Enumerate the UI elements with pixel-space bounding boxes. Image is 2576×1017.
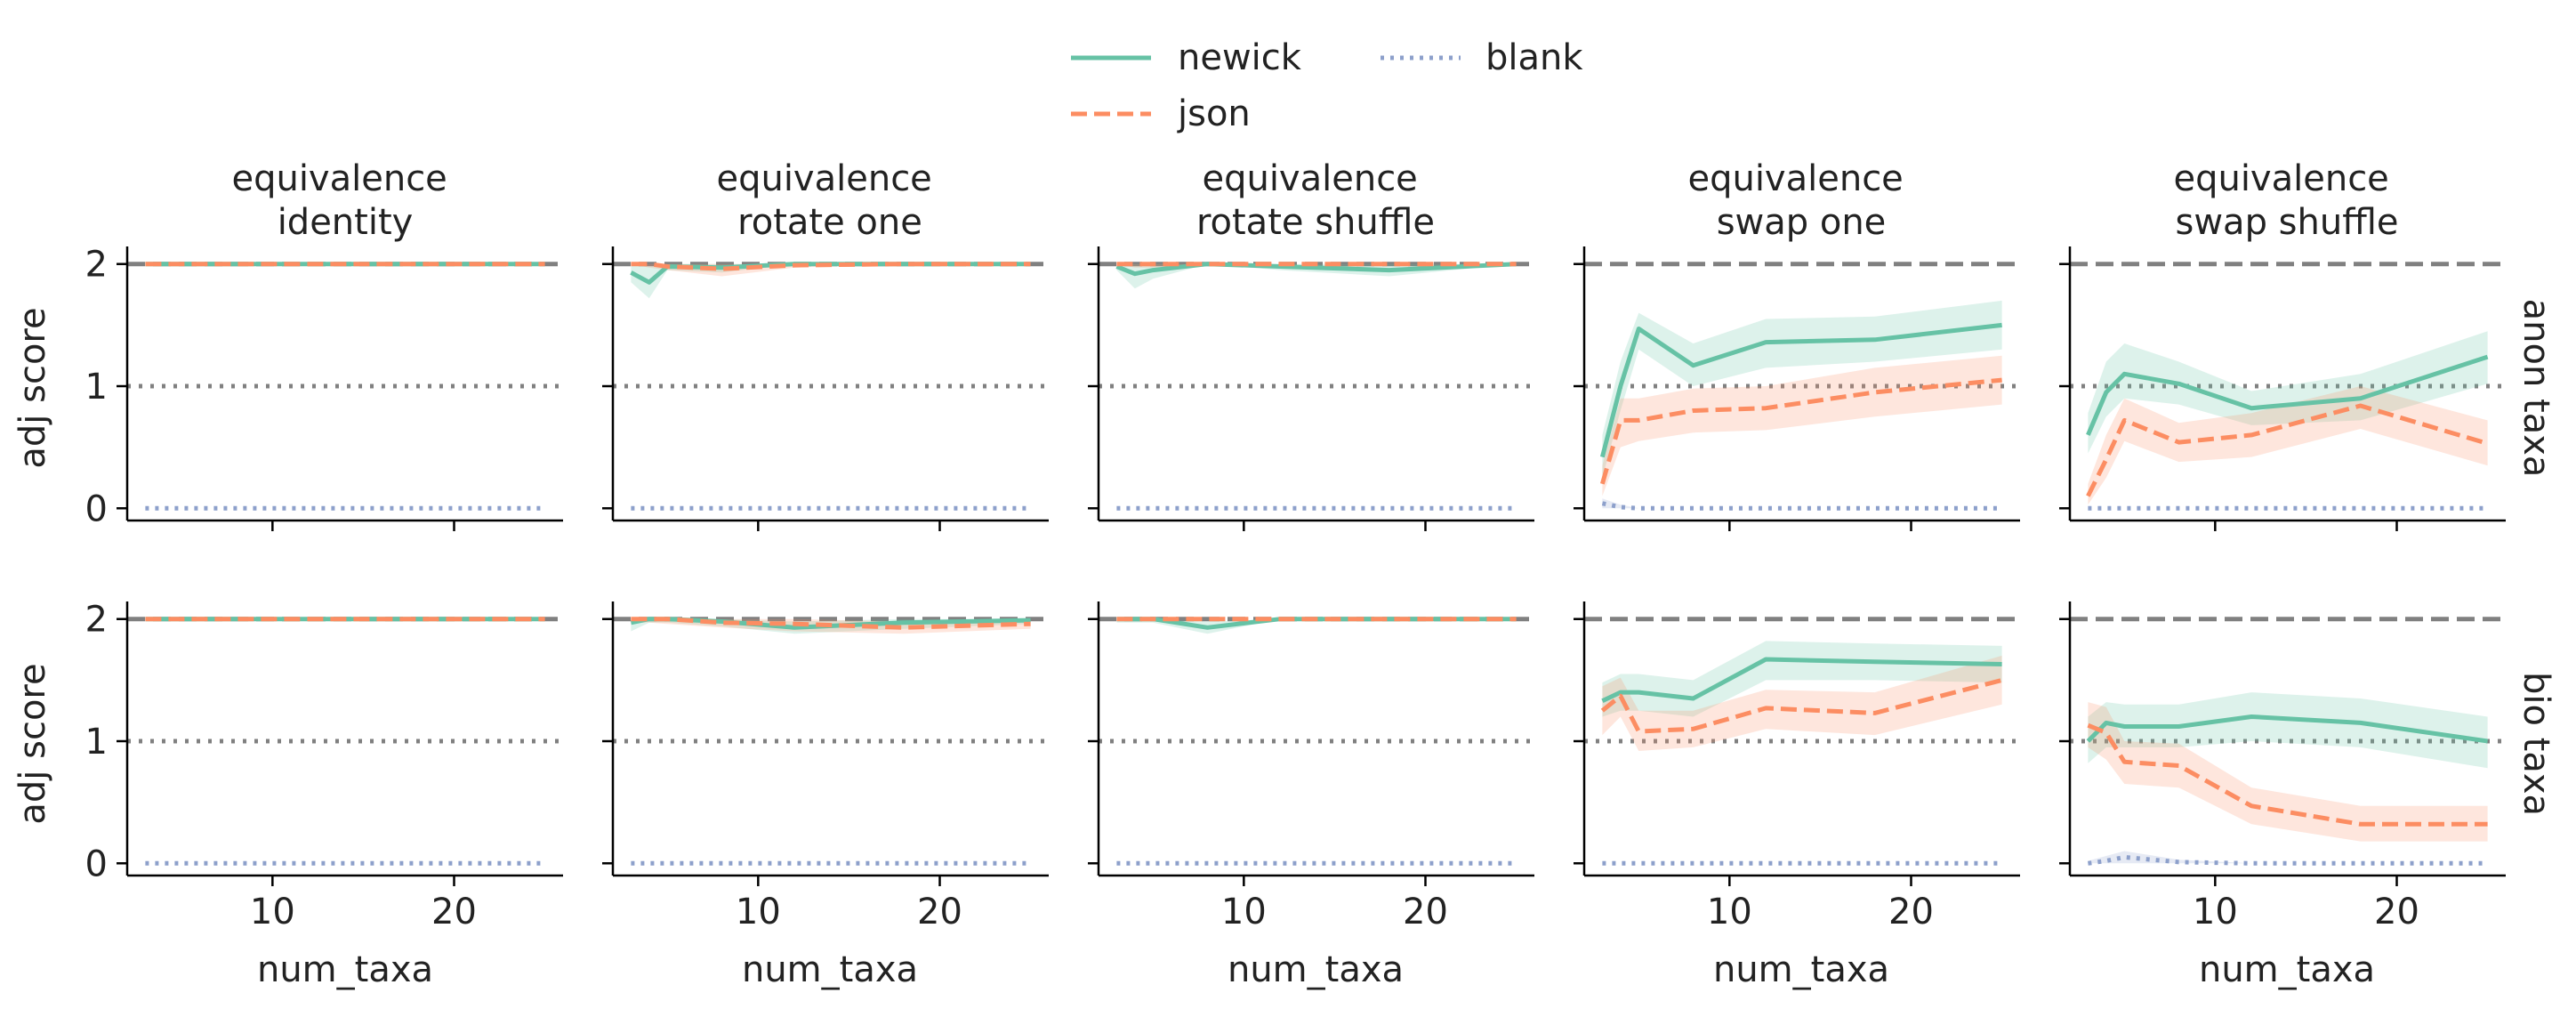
x-tick-label-20-r2c2: 20	[917, 892, 962, 932]
ci-band-newick-r2c3	[1116, 618, 1517, 634]
y-tick-label-1-r2c1: 1	[85, 722, 108, 763]
panel-r2c1: 0 1 2 10 20	[85, 600, 563, 932]
series-line-newick-r1c2	[630, 262, 1031, 285]
column-title-1-line2: identity	[278, 202, 414, 243]
panel-r1c2	[602, 246, 1049, 531]
row-label-bio-taxa-visible: bio taxa	[2516, 672, 2556, 816]
panel-r1c1: 0 1 2	[85, 245, 563, 531]
y-axis-label-row-1: adj score	[12, 307, 53, 468]
y-tick-label-1-r1c1: 1	[85, 367, 108, 408]
x-tick-label-20-r2c1: 20	[431, 892, 477, 932]
ci-band-newick-r1c5	[2088, 331, 2488, 454]
column-title-3-line1: equivalence	[1202, 158, 1417, 199]
column-title-4: equivalence swap one	[1687, 158, 1914, 243]
series-line-newick-r2c3	[1116, 617, 1517, 630]
y-tick-label-2-r1c1: 2	[85, 245, 108, 286]
panel-r1c4	[1574, 246, 2020, 531]
x-tick-label-10-r2c2: 10	[736, 892, 781, 932]
y-tick-label-0-r1c1: 0	[85, 488, 108, 529]
ci-band-newick-r1c4	[1602, 300, 2002, 478]
panel-r2c4: 10 20	[1574, 601, 2020, 932]
ci-band-json-r1c4	[1602, 355, 2002, 496]
column-title-5-line1: equivalence	[2173, 158, 2388, 199]
series-line-newick-r2c5	[2086, 714, 2488, 744]
series-line-blank-r1c4	[1601, 501, 2002, 511]
series-line-newick-r2c2	[630, 617, 1031, 630]
panel-r1c3	[1088, 246, 1534, 531]
column-title-2-line2: rotate one	[737, 202, 922, 243]
column-title-1: equivalence identity	[231, 158, 458, 243]
column-title-1-line1: equivalence	[231, 158, 447, 199]
x-axis-label-col-1: num_taxa	[257, 949, 433, 990]
x-axis-label-col-5: num_taxa	[2199, 949, 2375, 990]
panel-r2c3: 10 20	[1088, 601, 1534, 932]
x-tick-label-20-r2c4: 20	[1888, 892, 1934, 932]
panel-r2c5: 10 20	[2059, 601, 2506, 932]
column-title-3-line2: rotate shuffle	[1196, 202, 1435, 243]
series-line-newick-r1c4	[1599, 322, 2002, 458]
legend-label-json: json	[1177, 93, 1251, 134]
series-line-newick-r1c5	[2086, 354, 2489, 436]
series-line-blank-r2c5	[2088, 854, 2488, 866]
x-tick-label-20-r2c5: 20	[2374, 892, 2419, 932]
ci-band-newick-r2c4	[1602, 641, 2002, 717]
x-tick-label-10-r2c1: 10	[250, 892, 295, 932]
legend-label-newick: newick	[1178, 37, 1302, 78]
row-label-anon-taxa: anon taxa	[2516, 299, 2556, 478]
ci-band-newick-r2c5	[2088, 692, 2488, 769]
legend: newick json blank	[1071, 37, 1583, 134]
series-line-newick-r1c3	[1115, 262, 1517, 277]
series-line-json-r2c4	[1600, 677, 2003, 734]
ci-band-json-r1c3	[1116, 263, 1517, 268]
panel-r1c5	[2059, 246, 2506, 531]
x-axis-label-col-2: num_taxa	[742, 949, 918, 990]
panel-r2c2: 10 20	[602, 601, 1049, 932]
column-title-4-line2: swap one	[1717, 202, 1887, 243]
series-line-json-r2c5	[2087, 722, 2488, 827]
x-axis-label-col-3: num_taxa	[1228, 949, 1404, 990]
y-axis-label-row-2: adj score	[12, 663, 53, 824]
x-tick-label-10-r2c3: 10	[1221, 892, 1267, 932]
y-tick-label-2-r2c1: 2	[85, 600, 108, 641]
series-line-newick-r2c4	[1601, 657, 2002, 703]
column-title-5-line2: swap shuffle	[2176, 202, 2399, 243]
series-line-json-r1c4	[1599, 377, 2002, 485]
x-tick-label-10-r2c4: 10	[1707, 892, 1752, 932]
y-tick-label-0-r2c1: 0	[85, 843, 108, 884]
x-axis-label-col-4: num_taxa	[1713, 949, 1889, 990]
x-tick-label-10-r2c5: 10	[2193, 892, 2238, 932]
column-titles: equivalence identity equivalence rotate …	[231, 158, 2400, 243]
legend-label-blank: blank	[1485, 37, 1583, 78]
column-title-2-line1: equivalence	[716, 158, 931, 199]
column-title-5: equivalence swap shuffle	[2173, 158, 2400, 243]
x-tick-label-20-r2c3: 20	[1403, 892, 1448, 932]
series-line-json-r1c5	[2086, 403, 2489, 497]
column-title-4-line1: equivalence	[1687, 158, 1903, 199]
ci-band-json-r2c5	[2088, 702, 2488, 842]
column-title-3: equivalence rotate shuffle	[1196, 158, 1435, 243]
column-title-2: equivalence rotate one	[716, 158, 943, 243]
